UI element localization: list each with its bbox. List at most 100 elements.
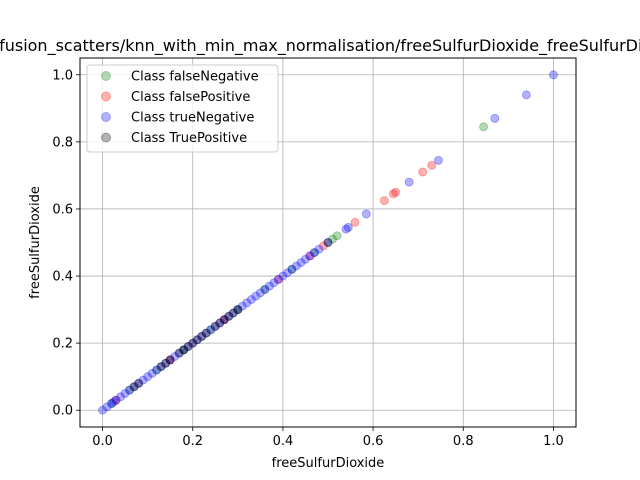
data-point	[314, 244, 324, 254]
data-point	[269, 278, 279, 288]
data-point	[215, 318, 225, 328]
data-point	[188, 338, 198, 348]
y-tick-label: 0.2	[52, 337, 73, 352]
data-point	[260, 284, 270, 294]
data-point	[242, 298, 252, 308]
data-point	[147, 368, 157, 378]
data-point	[109, 397, 119, 407]
data-point	[287, 264, 297, 274]
data-point	[129, 382, 139, 392]
data-point	[521, 90, 531, 100]
y-tick-label: 0.0	[52, 404, 73, 419]
data-point	[228, 308, 238, 318]
data-point	[197, 331, 207, 341]
data-point	[278, 271, 288, 281]
data-point	[296, 258, 306, 268]
data-point	[188, 338, 198, 348]
data-point	[291, 261, 301, 271]
y-tick-label: 0.6	[52, 202, 73, 217]
data-point	[161, 358, 171, 368]
data-point	[343, 222, 353, 232]
legend-box	[86, 64, 279, 153]
legend-marker	[101, 71, 111, 81]
axis-ticks: 0.0 0.2 0.4 0.6 0.8 1.0 0.0 0.2 0.4 0.6 0.8 1.0	[52, 68, 563, 449]
data-point	[341, 224, 351, 234]
data-point	[404, 177, 414, 187]
data-point	[228, 308, 238, 318]
data-point	[305, 251, 315, 261]
data-point	[165, 355, 175, 365]
y-tick-label: 0.4	[52, 270, 73, 285]
legend-marker	[101, 132, 111, 143]
data-point	[264, 281, 274, 291]
data-point	[107, 399, 117, 409]
data-point	[107, 399, 117, 409]
y-tick-label: 1.0	[52, 68, 73, 83]
chart-title: confusion_scatters/knn_with_min_max_norm…	[0, 36, 640, 56]
x-tick-label: 0.4	[273, 434, 294, 449]
x-tick-label: 0.0	[92, 434, 113, 449]
data-point	[170, 352, 180, 362]
data-point	[287, 264, 297, 274]
legend-label: Class TruePositive	[131, 131, 247, 146]
data-point	[309, 248, 319, 258]
data-point	[179, 345, 189, 355]
data-point	[251, 291, 261, 301]
data-point	[129, 382, 139, 392]
data-point	[161, 358, 171, 368]
data-point	[134, 378, 144, 388]
data-point	[391, 187, 401, 197]
legend-label: Class trueNegative	[131, 111, 254, 126]
data-point	[237, 301, 247, 311]
data-point	[388, 189, 398, 199]
data-point	[174, 348, 184, 358]
data-point	[111, 395, 121, 405]
data-point	[490, 113, 500, 123]
data-point	[183, 341, 193, 351]
y-tick-label: 0.8	[52, 135, 73, 150]
data-point	[165, 355, 175, 365]
data-point	[332, 231, 342, 241]
x-tick-label: 1.0	[543, 434, 564, 449]
legend-marker	[101, 91, 111, 102]
data-point	[192, 335, 202, 345]
data-point	[134, 378, 144, 388]
data-point	[224, 311, 234, 321]
data-point	[111, 395, 121, 405]
data-point	[323, 238, 333, 247]
data-point	[433, 155, 443, 165]
data-point	[210, 321, 220, 331]
data-point	[255, 288, 265, 298]
data-point	[102, 402, 112, 412]
data-point	[152, 365, 162, 375]
data-point	[206, 325, 216, 335]
x-tick-label: 0.2	[182, 434, 203, 449]
data-point	[224, 311, 234, 321]
data-point	[174, 348, 184, 358]
data-point	[201, 328, 211, 338]
data-point	[318, 241, 328, 251]
data-point	[152, 365, 162, 375]
data-point	[328, 234, 338, 244]
data-point	[418, 167, 428, 177]
data-point	[143, 372, 153, 382]
data-point	[323, 238, 333, 247]
data-point	[479, 122, 489, 132]
series-class-falsepositive	[111, 160, 437, 405]
data-point	[192, 335, 202, 345]
data-point	[233, 305, 243, 315]
data-point	[179, 345, 189, 355]
x-axis-label: freeSulfurDioxide	[272, 456, 385, 471]
y-axis-label: freeSulfurDioxide	[28, 186, 43, 299]
data-point	[120, 388, 130, 398]
x-tick-label: 0.8	[453, 434, 474, 449]
data-point	[219, 315, 229, 325]
data-point	[548, 70, 558, 80]
data-point	[179, 345, 189, 355]
data-point	[246, 295, 256, 305]
grid	[80, 58, 576, 427]
legend-label: Class falsePositive	[131, 90, 250, 105]
data-point	[219, 315, 229, 325]
data-point	[98, 405, 108, 415]
